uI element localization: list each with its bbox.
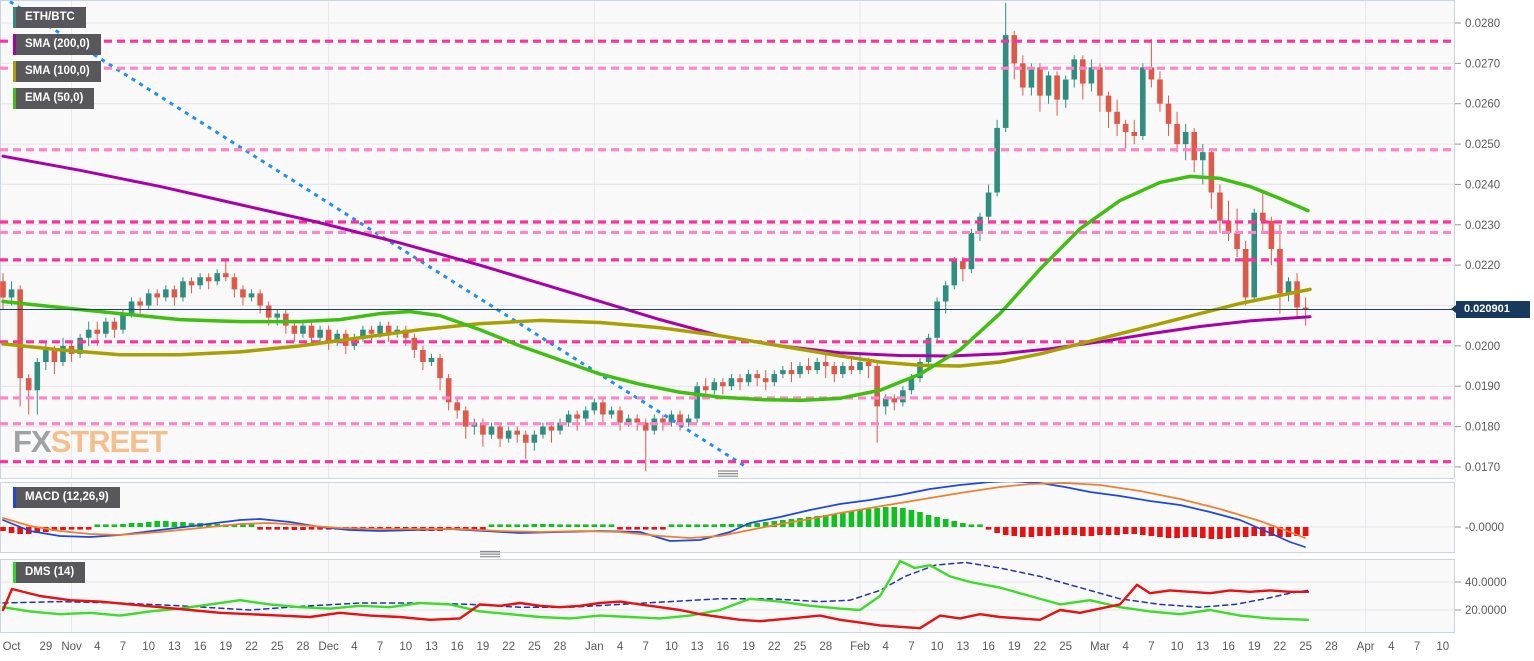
x-tick-label: 19 [1008,641,1021,653]
x-tick-label: Dec [318,641,339,653]
x-tick-label: 25 [1299,641,1312,653]
x-tick-label: 16 [1222,641,1235,653]
moving-averages-layer [1,154,1312,403]
x-tick-label: 7 [643,641,649,653]
x-tick-label: 19 [477,641,490,653]
x-tick-label: Jan [585,641,604,653]
x-tick-label: 10 [665,641,678,653]
y-axis-label: 0.0250 [1465,139,1500,151]
indicator-chip-sma200[interactable]: SMA (200,0) [13,34,101,55]
x-tick-label: 10 [142,641,155,653]
x-tick-label: 28 [819,641,832,653]
x-tick-label: 28 [297,641,310,653]
y-axis-label: 40.0000 [1465,577,1507,589]
x-tick-label: 4 [1388,641,1395,653]
x-tick-label: 16 [194,641,207,653]
time-axis[interactable]: Oct 29 Nov 4 7 10 13 16 19 22 25 28 Dec 4 7 10 13 16 19 22 2… [3,641,1450,653]
gridlines [1,1,1454,632]
y-axis-label: 0.0280 [1465,18,1500,30]
y-axis-label: -0.0000 [1465,522,1504,534]
indicator-chip-macd[interactable]: MACD (12,26,9) [13,487,120,508]
x-tick-label: 19 [742,641,755,653]
x-tick-label: Nov [61,641,82,653]
x-tick-label: 4 [883,641,890,653]
x-tick-label: 28 [554,641,567,653]
candles-layer[interactable] [0,2,1309,471]
x-tick-label: 22 [1274,641,1287,653]
y-axis-label: 0.0180 [1465,422,1500,434]
y-axis-label: 0.0220 [1465,260,1500,272]
y-axis-label: 0.0270 [1465,58,1500,70]
x-tick-label: 19 [219,641,232,653]
x-tick-label: 25 [794,641,807,653]
x-tick-label: 22 [768,641,781,653]
x-tick-label: 4 [1122,641,1129,653]
y-axis-label: 0.0170 [1465,462,1500,474]
indicator-chip-sma100[interactable]: SMA (100,0) [13,61,101,82]
price-axis[interactable]: 0.0280 0.0270 0.0260 0.0250 0.0240 0.0230 0.02… [1455,18,1507,617]
x-tick-label: 13 [168,641,181,653]
x-tick-label: 4 [351,641,358,653]
x-tick-label: 10 [1436,641,1449,653]
x-tick-label: 7 [1148,641,1154,653]
watermark-street: STREET [50,424,168,459]
indicator-chip-dms[interactable]: DMS (14) [13,562,86,583]
macd-layer [0,482,1309,548]
support-resistance-levels[interactable] [0,39,1454,464]
x-tick-label: Oct [3,641,22,653]
y-axis-label: 0.0200 [1465,341,1500,353]
x-tick-label: 16 [716,641,729,653]
chart-pane[interactable] [0,559,1455,633]
x-tick-label: 7 [120,641,126,653]
indicator-chip-ema50[interactable]: EMA (50,0) [13,88,95,109]
y-axis-label: 0.0240 [1465,179,1500,191]
x-tick-label: 29 [39,641,52,653]
x-tick-label: 22 [1034,641,1047,653]
pane-resize-handle[interactable] [718,470,738,477]
x-tick-label: 7 [908,641,914,653]
x-tick-label: 16 [982,641,995,653]
x-tick-label: 25 [271,641,284,653]
x-tick-label: 22 [502,641,515,653]
y-axis-label: 0.0190 [1465,381,1500,393]
x-tick-label: 4 [617,641,624,653]
dms-layer [1,559,1310,630]
chart-pane[interactable] [0,482,1455,553]
x-tick-label: 7 [1414,641,1420,653]
y-axis-label: 0.0230 [1465,220,1500,232]
symbol-chip[interactable]: ETH/BTC [13,7,86,28]
watermark-fx: FX [13,424,52,459]
x-tick-label: 4 [94,641,101,653]
x-tick-label: Mar [1090,641,1110,653]
x-tick-label: 10 [931,641,944,653]
x-tick-label: 10 [399,641,412,653]
x-tick-label: 10 [1171,641,1184,653]
y-axis-label: 20.0000 [1465,605,1507,617]
x-tick-label: 25 [1059,641,1072,653]
x-tick-label: 25 [528,641,541,653]
x-tick-label: Apr [1357,641,1375,653]
x-tick-label: 19 [1248,641,1261,653]
y-axis-label: 0.0260 [1465,99,1500,111]
x-tick-label: 13 [425,641,438,653]
x-tick-label: 16 [451,641,464,653]
x-tick-label: Feb [850,641,870,653]
x-tick-label: 13 [691,641,704,653]
x-tick-label: 13 [1196,641,1209,653]
x-tick-label: 7 [377,641,383,653]
last-price-badge: 0.020901 [1451,301,1530,318]
fxstreet-watermark: FXSTREET [13,424,168,460]
x-tick-label: 28 [1325,641,1338,653]
x-tick-label: 13 [956,641,969,653]
x-tick-label: 22 [245,641,258,653]
pane-resize-handle[interactable] [480,550,500,558]
